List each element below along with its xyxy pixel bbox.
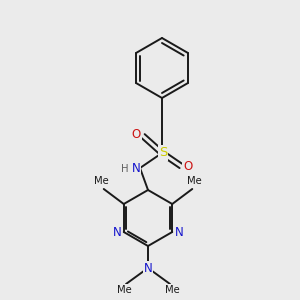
Text: O: O <box>131 128 141 142</box>
Text: H: H <box>121 164 129 174</box>
Text: Me: Me <box>94 176 109 186</box>
Text: S: S <box>159 146 167 160</box>
Text: N: N <box>112 226 121 239</box>
Text: Me: Me <box>165 285 179 295</box>
Text: N: N <box>144 262 152 275</box>
Text: O: O <box>183 160 193 173</box>
Text: N: N <box>175 226 184 239</box>
Text: N: N <box>132 161 140 175</box>
Text: Me: Me <box>117 285 131 295</box>
Text: Me: Me <box>187 176 202 186</box>
